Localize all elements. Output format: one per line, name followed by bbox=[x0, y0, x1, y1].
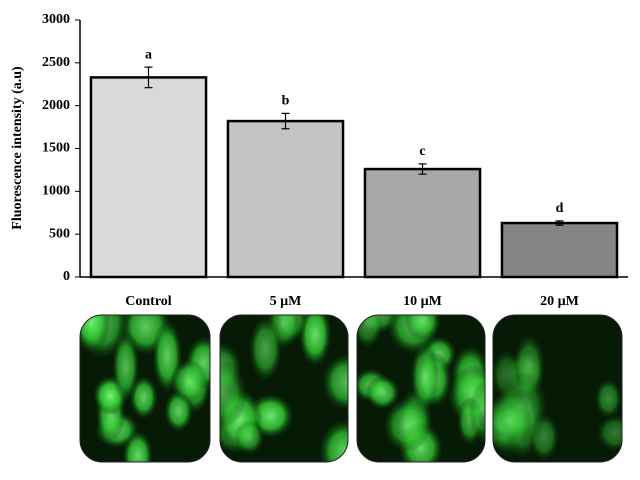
cell bbox=[469, 382, 485, 442]
cell bbox=[235, 420, 264, 454]
micrograph bbox=[493, 315, 622, 462]
micrograph-frame bbox=[79, 314, 211, 463]
micrographs bbox=[79, 314, 623, 463]
cell bbox=[123, 431, 153, 462]
cell bbox=[405, 315, 441, 340]
significance-label: a bbox=[145, 47, 152, 62]
cell bbox=[130, 376, 158, 419]
micrograph-frame bbox=[219, 314, 349, 463]
error-bar bbox=[418, 163, 427, 175]
error-bar bbox=[281, 112, 290, 130]
bar bbox=[226, 119, 345, 279]
micrograph bbox=[80, 315, 210, 462]
y-tick-label: 1000 bbox=[42, 184, 70, 199]
cell bbox=[299, 315, 331, 366]
bar bbox=[363, 167, 482, 279]
cell bbox=[595, 379, 622, 418]
y-tick-label: 0 bbox=[63, 269, 70, 284]
cell bbox=[322, 354, 348, 410]
cell bbox=[112, 331, 139, 401]
x-tick-label: 20 µM bbox=[540, 294, 579, 309]
cell bbox=[384, 399, 431, 452]
cell bbox=[80, 315, 110, 352]
cell bbox=[357, 315, 383, 348]
cell bbox=[319, 420, 348, 462]
cell bbox=[220, 361, 247, 427]
y-tick-label: 1500 bbox=[42, 141, 70, 156]
y-tick-label: 500 bbox=[49, 226, 70, 241]
micrograph-frame bbox=[356, 314, 486, 463]
x-tick-label: 5 µM bbox=[270, 294, 302, 309]
significance-label: d bbox=[556, 201, 564, 216]
x-tick-label: Control bbox=[125, 294, 172, 309]
micrograph bbox=[357, 315, 485, 462]
cell bbox=[410, 342, 439, 411]
significance-label: b bbox=[282, 94, 290, 109]
x-tick-label: 10 µM bbox=[403, 294, 442, 309]
bar bbox=[89, 76, 208, 279]
significance-label: c bbox=[419, 144, 425, 159]
error-bar bbox=[555, 220, 564, 226]
cell bbox=[366, 376, 400, 410]
cell bbox=[493, 386, 531, 457]
y-tick-label: 2000 bbox=[42, 98, 70, 113]
y-tick-label: 3000 bbox=[42, 12, 70, 27]
cell bbox=[249, 317, 282, 381]
y-axis-label: Fluorescence intensity (a.u) bbox=[10, 66, 25, 230]
micrograph-frame bbox=[492, 314, 623, 463]
bar bbox=[500, 221, 619, 279]
y-tick-label: 2500 bbox=[42, 55, 70, 70]
cell bbox=[597, 415, 622, 451]
error-bar bbox=[144, 66, 153, 89]
cell bbox=[170, 359, 208, 403]
micrograph bbox=[220, 315, 348, 462]
